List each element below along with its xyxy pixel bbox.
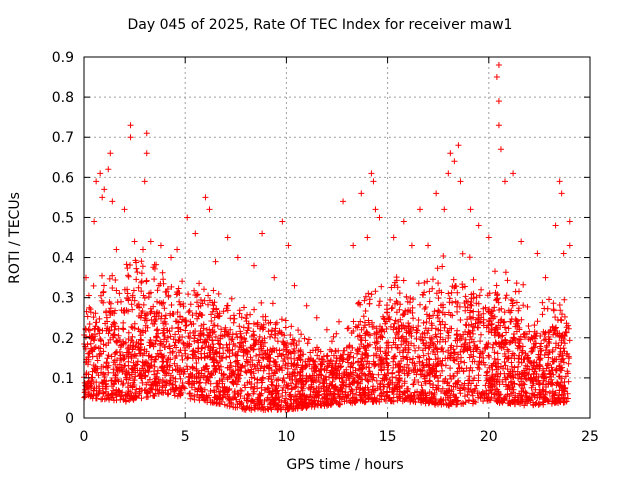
data-point [368, 170, 375, 177]
y-tick-label: 0.4 [52, 251, 74, 267]
data-point [101, 186, 108, 193]
data-point [93, 178, 100, 185]
data-point [323, 326, 330, 333]
data-point [99, 194, 106, 201]
data-point [141, 178, 148, 185]
data-point [370, 178, 377, 185]
data-point [552, 222, 559, 229]
data-point [451, 158, 458, 165]
data-point [113, 246, 120, 253]
data-point [495, 98, 502, 105]
data-point [447, 150, 454, 157]
data-point [510, 170, 517, 177]
data-point [390, 234, 397, 241]
data-point [495, 122, 502, 129]
data-point [433, 190, 440, 197]
y-tick-label: 0 [65, 411, 74, 427]
data-point [495, 62, 502, 69]
data-point [97, 170, 104, 177]
plot-frame [83, 56, 591, 419]
data-point [408, 242, 415, 249]
data-point [174, 246, 181, 253]
data-point [457, 178, 464, 185]
x-tick-label: 25 [581, 429, 599, 445]
y-tick-label: 0.6 [52, 170, 74, 186]
data-point [127, 122, 134, 129]
data-point [127, 134, 134, 141]
x-tick-label: 15 [379, 429, 397, 445]
data-point [364, 234, 371, 241]
data-point [556, 178, 563, 185]
data-point [566, 218, 573, 225]
data-point [485, 234, 492, 241]
data-point [493, 74, 500, 81]
data-point [441, 206, 448, 213]
data-point [534, 250, 541, 257]
x-tick-label: 10 [277, 429, 295, 445]
data-point [372, 206, 379, 213]
y-axis-label: ROTI / TECUs [7, 192, 23, 284]
data-point [542, 274, 549, 281]
data-point [400, 218, 407, 225]
y-tick-label: 0.3 [52, 291, 74, 307]
data-point [416, 206, 423, 213]
axis-ticks: 0 0.1 0.2 0.3 0.4 0.5 0.6 0.7 0.8 0.9 0 5 10 15 20 25 [52, 50, 599, 445]
data-point [285, 242, 292, 249]
data-point [168, 254, 175, 261]
data-point [212, 258, 219, 265]
data-point [234, 254, 241, 261]
data-point [91, 218, 98, 225]
data-point [467, 206, 474, 213]
data-point [131, 238, 138, 245]
y-tick-label: 0.1 [52, 371, 74, 387]
data-point [251, 262, 258, 269]
data-point [475, 222, 482, 229]
y-tick-label: 0.9 [52, 50, 74, 66]
data-point [501, 178, 508, 185]
data-point [376, 214, 383, 221]
data-point [109, 198, 116, 205]
data-point [358, 190, 365, 197]
data-point [313, 314, 320, 321]
data-point [143, 130, 150, 137]
data-point [518, 238, 525, 245]
x-tick-label: 20 [480, 429, 498, 445]
y-tick-label: 0.5 [52, 210, 74, 226]
data-point [566, 242, 573, 249]
data-point [560, 250, 567, 257]
x-tick-label: 0 [80, 429, 89, 445]
y-tick-label: 0.8 [52, 90, 74, 106]
y-tick-label: 0.7 [52, 130, 74, 146]
data-point [558, 190, 565, 197]
data-point [157, 242, 164, 249]
data-point [121, 206, 128, 213]
x-axis-label: GPS time / hours [286, 457, 404, 473]
data-point [291, 282, 298, 289]
data-point [192, 230, 199, 237]
data-point [340, 198, 347, 205]
chart-title: Day 045 of 2025, Rate Of TEC Index for r… [127, 17, 513, 33]
data-points [81, 62, 573, 413]
data-point [455, 142, 462, 149]
data-point [271, 274, 278, 281]
data-point [224, 234, 231, 241]
data-point [336, 318, 343, 325]
data-point [107, 150, 114, 157]
data-point [350, 242, 357, 249]
data-point [147, 238, 154, 245]
x-tick-label: 5 [181, 429, 190, 445]
data-point [279, 218, 286, 225]
data-point [143, 150, 150, 157]
data-point [206, 206, 213, 213]
data-point [259, 230, 266, 237]
data-point [105, 166, 112, 173]
data-point [303, 302, 310, 309]
data-point [184, 214, 191, 221]
data-point [425, 242, 432, 249]
data-point [497, 146, 504, 153]
data-point [445, 170, 452, 177]
data-point [202, 194, 209, 201]
y-tick-label: 0.2 [52, 331, 74, 347]
